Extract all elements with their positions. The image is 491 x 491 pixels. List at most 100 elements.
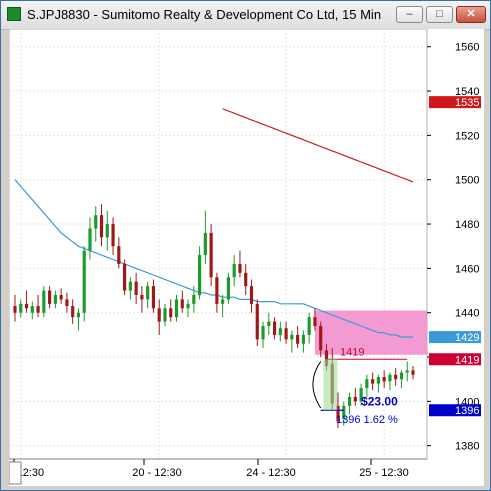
candle-body [123,263,127,291]
candle-body [336,405,340,422]
close-button[interactable]: ✕ [456,6,486,23]
maximize-button[interactable]: □ [426,6,453,23]
candle-body [284,328,288,340]
candle-body [65,299,69,307]
scroll-handle [8,461,22,485]
supply-zone[interactable] [314,310,427,355]
y-tick-label: 1460 [455,263,479,275]
window-title: S.JPJ8830 - Sumitomo Realty & Developmen… [27,7,382,22]
candle-body [94,215,98,229]
candle-body [53,294,57,304]
candle-body [342,405,346,420]
candle-body [290,334,294,340]
candle-body [134,281,138,295]
chart-app-icon [7,7,21,21]
candle-body [209,232,213,278]
y-tick-label: 1380 [455,441,479,453]
candle-body [88,228,92,251]
candle-body [359,388,363,402]
candle-body [192,294,196,304]
candle-body [365,379,369,389]
candle-body [169,308,173,318]
ma-short-line [14,179,413,338]
y-tick-label: 1560 [455,42,479,54]
title-bar[interactable]: S.JPJ8830 - Sumitomo Realty & Developmen… [1,1,490,30]
candle-body [324,350,329,366]
ma-short-series [14,179,413,338]
candle-body [272,321,277,335]
move-amount-label: $23.00 [361,394,398,408]
candle-body [174,299,179,318]
candle-body [186,303,190,309]
candle-body [371,379,375,384]
candle-body [163,308,167,322]
candle-body [19,303,23,313]
minimize-button[interactable]: – [396,6,423,23]
candle-body [226,277,231,300]
candle-body [99,215,104,238]
x-tick-label: 24 - 12:30 [246,467,296,479]
y-tick-label: 1540 [455,86,479,98]
y-tick-label: 1480 [455,219,479,231]
candle-body [255,303,259,340]
x-tick-label: 25 - 12:30 [359,467,409,479]
price-flag [429,404,481,417]
candle-body [296,334,300,344]
supply-zone-rect [314,310,427,355]
candle-body [180,299,184,309]
grid-lines [9,29,427,459]
y-tick-label: 1500 [455,175,479,187]
candle-body [30,306,34,313]
candle-body [399,372,404,380]
ma-long-series [222,108,414,183]
candle-body [128,281,132,291]
candle-body [249,286,254,304]
price-flag [429,353,481,366]
candle-body [13,306,17,313]
price-flag-label: 1396 [455,405,479,417]
candle-body [353,396,357,402]
candle-body [140,294,144,300]
x-tick-label: 20 - 12:30 [132,467,182,479]
move-detail-label: 1396 1.62 % [336,414,398,426]
candle-body [197,255,202,295]
candle-body [71,306,75,318]
candle-body [42,290,46,313]
candle-body [203,232,207,256]
candle-body [238,263,242,273]
y-axis: 1380140014201440146014801500152015401560… [427,42,481,453]
ma-long-line [222,108,414,183]
candle-body [244,272,248,287]
level-label: 1419 [340,346,364,358]
y-tick-label: 1440 [455,308,479,320]
price-flag [429,96,481,109]
candle-body [319,326,323,351]
candle-body [76,312,81,318]
candle-body [394,374,398,380]
candle-body [405,370,409,373]
price-flag-label: 1429 [455,332,479,344]
candle-body [82,250,86,313]
candle-body [111,224,115,247]
price-flag [429,331,481,344]
candle-body [261,326,265,340]
candle-body [215,277,219,304]
candle-body [278,328,282,335]
candle-body [24,303,29,309]
candle-body [382,376,386,382]
x-axis: - 12:30 20 - 12:30 24 - 12:30 25 - 12:30 [8,458,427,485]
candle-body [146,286,150,300]
annotation[interactable]: 1419 $23.00 1396 1.62 % [312,346,408,426]
candle-body [301,334,305,344]
plot-area[interactable] [8,28,428,460]
candle-body [307,317,311,335]
candle-body [376,376,380,384]
candle-body [232,263,236,278]
candle-body [221,299,225,304]
candle-body [267,321,271,327]
move-highlight [323,359,338,411]
candles[interactable] [13,204,415,428]
